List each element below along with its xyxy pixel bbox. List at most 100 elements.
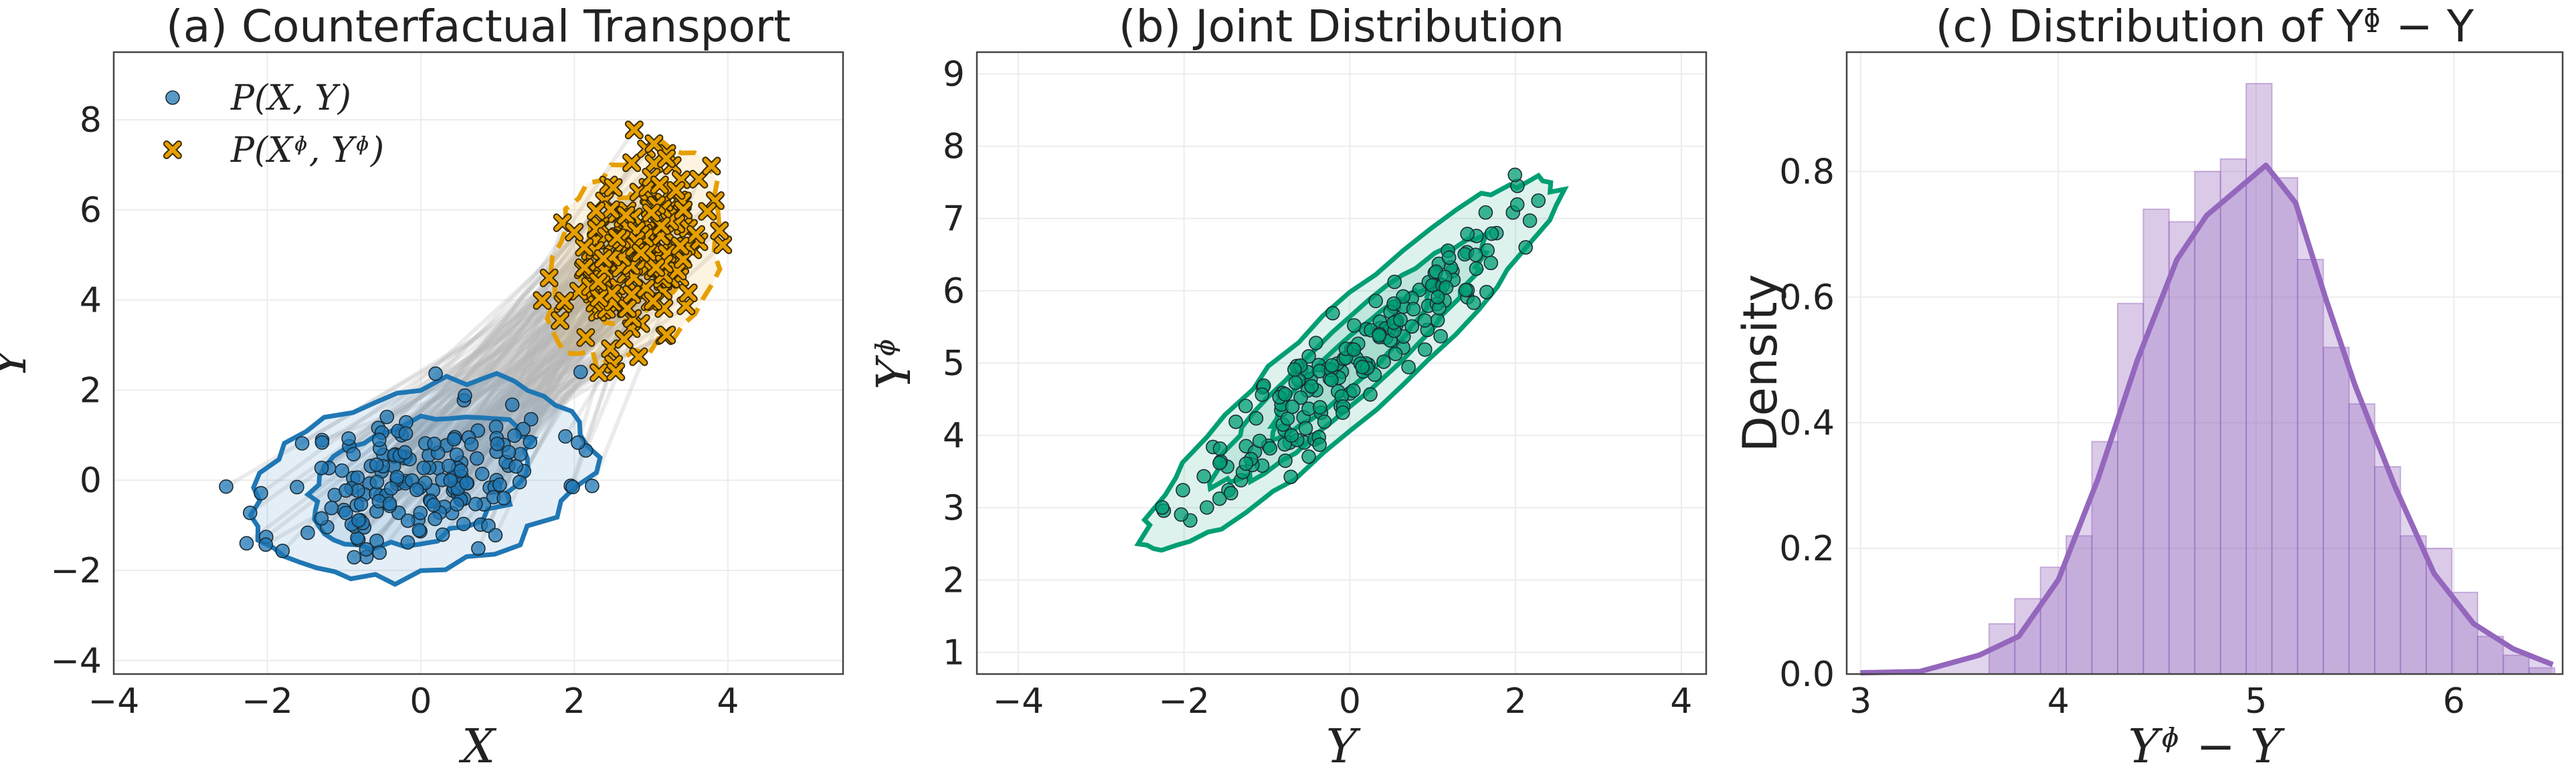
point-counterfactual <box>619 300 636 317</box>
point-counterfactual <box>576 239 593 255</box>
point-counterfactual <box>552 312 569 329</box>
point-joint <box>1223 485 1238 501</box>
point-counterfactual <box>602 340 619 357</box>
point-joint <box>1417 342 1433 357</box>
point-source <box>379 409 395 425</box>
panel-title: (c) Distribution of Yᶲ − Y <box>1936 1 2474 52</box>
point-source <box>242 506 258 520</box>
legend: P(X, Y) P(Xᶲ, Yᶲ) <box>163 78 384 171</box>
point-joint <box>1196 469 1212 484</box>
point-joint <box>1301 349 1316 364</box>
point-counterfactual <box>645 293 662 310</box>
x-axis-label: Y <box>1326 719 1361 769</box>
point-joint <box>1212 441 1228 456</box>
point-source <box>314 461 329 475</box>
y-tick-label: 0.6 <box>1779 278 1835 318</box>
point-source <box>351 483 365 498</box>
point-joint <box>1238 399 1253 413</box>
point-source <box>449 447 464 462</box>
x-tick-label: 4 <box>717 681 739 722</box>
transport-line <box>374 128 636 514</box>
point-counterfactual <box>703 158 720 175</box>
transport-line <box>347 162 656 449</box>
point-source <box>558 429 573 444</box>
point-counterfactual <box>587 203 604 219</box>
point-source <box>239 536 254 551</box>
point-source <box>512 475 527 489</box>
point-source <box>382 496 397 512</box>
point-source <box>411 523 427 538</box>
histogram-bar <box>2348 403 2376 675</box>
point-counterfactual <box>616 331 632 348</box>
point-counterfactual <box>675 201 692 218</box>
point-source <box>290 479 304 495</box>
point-joint <box>1406 302 1421 317</box>
point-counterfactual <box>643 205 660 221</box>
point-counterfactual <box>609 229 626 246</box>
point-joint <box>1293 390 1308 405</box>
point-source <box>258 537 273 552</box>
point-joint <box>1372 328 1386 343</box>
point-source <box>585 478 600 493</box>
y-tick-label: 6 <box>80 191 102 231</box>
point-counterfactual <box>624 154 640 171</box>
point-joint <box>1460 227 1475 241</box>
point-counterfactual <box>646 156 662 173</box>
transport-line <box>426 275 682 457</box>
point-joint <box>1466 295 1481 310</box>
point-counterfactual <box>651 177 668 193</box>
kde-fill <box>1860 165 2553 675</box>
point-joint <box>1478 205 1493 220</box>
point-source <box>339 483 353 498</box>
point-source <box>300 525 315 540</box>
legend-label-counterfactual: P(Xᶲ, Yᶲ) <box>230 130 384 171</box>
density-contour <box>1207 229 1491 493</box>
point-counterfactual <box>595 250 612 267</box>
point-source <box>454 463 468 478</box>
point-source <box>275 544 290 558</box>
point-source <box>507 428 522 443</box>
y-tick-label: 4 <box>943 416 965 456</box>
y-tick-label: 2 <box>80 370 102 411</box>
legend-label-source: P(X, Y) <box>230 78 351 118</box>
point-source <box>428 366 443 381</box>
point-joint <box>1479 285 1494 300</box>
point-source <box>488 528 503 543</box>
x-axis-label: Yᶲ − Y <box>2128 719 2285 769</box>
point-counterfactual <box>680 284 697 301</box>
point-counterfactual <box>658 150 674 167</box>
plot-frame <box>1845 51 2564 675</box>
point-counterfactual <box>711 222 728 239</box>
point-joint <box>1252 433 1267 449</box>
y-tick-label: −2 <box>50 551 102 591</box>
point-joint <box>1355 360 1370 374</box>
point-joint <box>1283 469 1299 484</box>
y-axis-label: Yᶲ <box>866 336 921 389</box>
point-source <box>397 445 412 460</box>
point-source <box>369 474 385 489</box>
point-joint <box>1518 240 1533 255</box>
point-source <box>409 482 424 498</box>
point-joint <box>1174 507 1189 522</box>
point-source <box>398 426 413 441</box>
point-joint <box>1531 193 1546 208</box>
transport-line <box>355 209 598 493</box>
point-joint <box>1312 400 1327 415</box>
point-joint <box>1298 421 1313 436</box>
point-counterfactual <box>658 326 675 343</box>
point-joint <box>1468 247 1483 262</box>
point-joint <box>1324 372 1339 387</box>
point-counterfactual <box>648 259 664 276</box>
point-joint <box>1363 387 1378 402</box>
point-counterfactual <box>669 263 686 280</box>
y-tick-label: 9 <box>943 54 965 94</box>
y-tick-label: 0.4 <box>1779 403 1835 443</box>
point-joint <box>1509 197 1525 212</box>
point-joint <box>1304 378 1319 394</box>
point-counterfactual <box>576 259 593 276</box>
point-joint <box>1312 437 1327 452</box>
x-tick-label: 3 <box>1849 681 1871 722</box>
point-joint <box>1200 500 1214 515</box>
point-counterfactual <box>541 269 557 286</box>
point-counterfactual <box>630 348 647 365</box>
